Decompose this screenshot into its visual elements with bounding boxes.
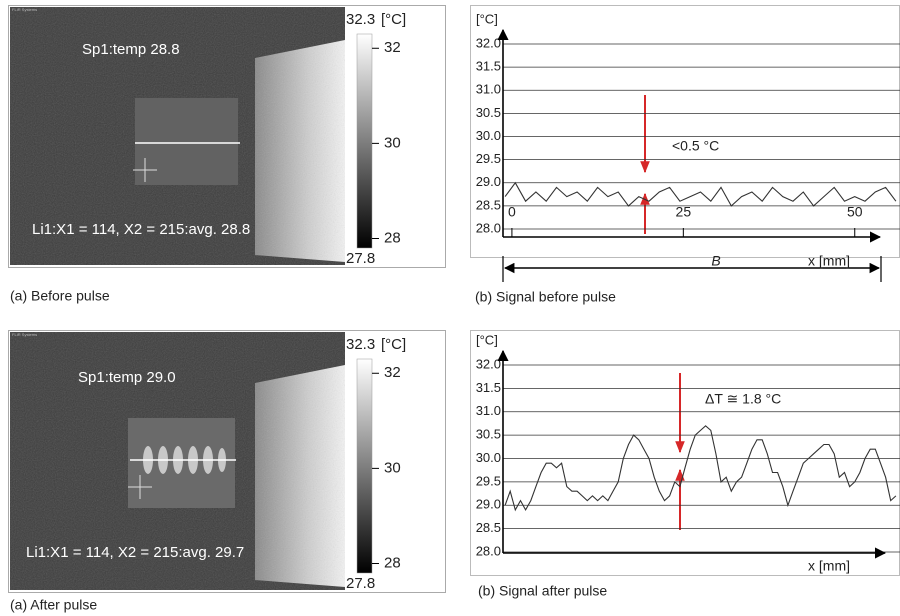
colorbar-max: 32.3 bbox=[346, 11, 375, 28]
colorbar-tick-label: 30 bbox=[384, 134, 401, 151]
colorbar-tick-label: 28 bbox=[384, 229, 401, 246]
chart-frame bbox=[470, 330, 900, 576]
colorbar-gradient bbox=[356, 33, 373, 249]
y-tick-label: 29.5 bbox=[476, 151, 501, 166]
colorbar-tick-label: 28 bbox=[384, 554, 401, 571]
caption: (a) After pulse bbox=[10, 597, 97, 613]
colorbar-unit: [°C] bbox=[381, 11, 406, 28]
colorbar-min: 27.8 bbox=[346, 575, 375, 592]
signal-line bbox=[504, 425, 897, 512]
y-axis-label: [°C] bbox=[476, 332, 498, 347]
spot-reading: Sp1:temp 28.8 bbox=[82, 41, 180, 58]
x-tick-label: 25 bbox=[676, 204, 692, 220]
spot-marker bbox=[133, 158, 157, 182]
colorbar-gradient bbox=[356, 358, 373, 574]
y-tick-label: 28.0 bbox=[476, 543, 501, 558]
dimension-label: B bbox=[711, 253, 720, 269]
thermal-panel: FLIR Systems Sp1:temp 28.8 Li1:X1 = 114, X… bbox=[8, 5, 446, 304]
specimen bbox=[135, 98, 238, 185]
y-tick-label: 32.0 bbox=[476, 356, 501, 371]
caption: (b) Signal after pulse bbox=[478, 583, 607, 599]
colorbar-tick-label: 30 bbox=[384, 459, 401, 476]
y-tick-label: 28.5 bbox=[476, 520, 501, 535]
y-tick-label: 31.5 bbox=[476, 59, 501, 74]
logo: FLIR Systems bbox=[12, 332, 37, 337]
y-tick-label: 31.5 bbox=[476, 380, 501, 395]
colorbar-min: 27.8 bbox=[346, 250, 375, 267]
y-tick-label: 30.0 bbox=[476, 450, 501, 465]
colorbar-max: 32.3 bbox=[346, 336, 375, 353]
y-tick-label: 30.0 bbox=[476, 128, 501, 143]
y-axis-label: [°C] bbox=[476, 11, 498, 26]
y-tick-label: 29.0 bbox=[476, 497, 501, 512]
colorbar-tick-label: 32 bbox=[384, 39, 401, 56]
y-tick-label: 32.0 bbox=[476, 35, 501, 50]
x-tick-label: 50 bbox=[847, 204, 863, 220]
y-tick-label: 29.5 bbox=[476, 473, 501, 488]
y-tick-label: 29.0 bbox=[476, 174, 501, 189]
caption: (b) Signal before pulse bbox=[475, 289, 616, 305]
y-tick-label: 30.5 bbox=[476, 105, 501, 120]
annotation: <0.5 °C bbox=[672, 138, 719, 154]
logo: FLIR Systems bbox=[12, 7, 37, 12]
y-tick-label: 31.0 bbox=[476, 403, 501, 418]
dimension-bars bbox=[502, 256, 882, 282]
y-tick-label: 28.0 bbox=[476, 220, 501, 235]
signal-line bbox=[504, 181, 897, 207]
line-reading: Li1:X1 = 114, X2 = 215:avg. 29.7 bbox=[26, 544, 244, 561]
x-axis-label: x [mm] bbox=[808, 253, 850, 269]
thermal-panel: FLIR Systems Sp1:temp 29.0 Li1:X1 = 114, X… bbox=[8, 330, 446, 613]
colorbar-unit: [°C] bbox=[381, 336, 406, 353]
x-axis-label: x [mm] bbox=[808, 558, 850, 574]
x-tick-label: 0 bbox=[508, 204, 516, 220]
annotation: ΔT ≅ 1.8 °C bbox=[705, 391, 781, 407]
line-reading: Li1:X1 = 114, X2 = 215:avg. 28.8 bbox=[32, 221, 250, 238]
spot-marker bbox=[128, 475, 152, 499]
y-tick-label: 31.0 bbox=[476, 82, 501, 97]
y-tick-label: 30.5 bbox=[476, 427, 501, 442]
spot-reading: Sp1:temp 29.0 bbox=[78, 369, 176, 386]
colorbar-tick-label: 32 bbox=[384, 364, 401, 381]
y-tick-label: 28.5 bbox=[476, 197, 501, 212]
caption: (a) Before pulse bbox=[10, 288, 110, 304]
